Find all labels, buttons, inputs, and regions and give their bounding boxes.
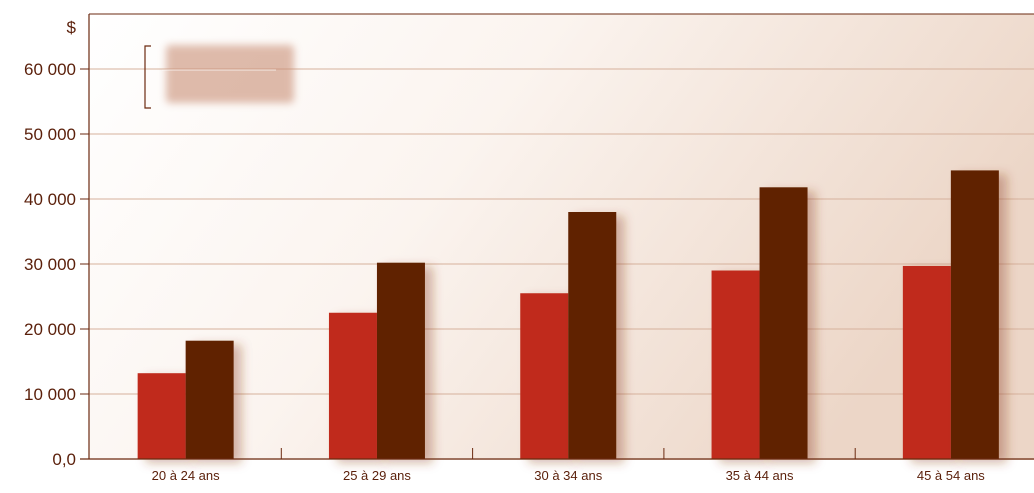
- y-tick-label: 20 000: [24, 320, 76, 339]
- x-tick-label: 20 à 24 ans: [152, 468, 220, 483]
- x-tick-label: 25 à 29 ans: [343, 468, 411, 483]
- bar-series1-1: [137, 373, 186, 459]
- bar-series1-4: [711, 270, 760, 459]
- y-tick-label: 0,0: [52, 450, 76, 469]
- bar-series2-3: [568, 212, 617, 459]
- bars: [137, 170, 999, 460]
- y-tick-label: 40 000: [24, 190, 76, 209]
- bar-series2-1: [185, 340, 234, 459]
- x-tick-label: 35 à 44 ans: [726, 468, 794, 483]
- y-tick-label: 60 000: [24, 60, 76, 79]
- bar-series2-5: [950, 170, 999, 459]
- x-tick-label: 30 à 34 ans: [534, 468, 602, 483]
- bar-series2-4: [759, 187, 808, 460]
- legend-box: [166, 45, 294, 103]
- bar-series1-2: [328, 312, 377, 459]
- legend: [144, 45, 294, 109]
- bar-series1-5: [902, 265, 951, 459]
- y-unit-label: $: [67, 18, 77, 37]
- y-tick-label: 50 000: [24, 125, 76, 144]
- bar-series2-2: [376, 262, 425, 459]
- y-axis: 0,0 10 000 20 000 30 000 40 000 50 000 60 000: [24, 13, 1034, 469]
- x-tick-label: 45 à 54 ans: [917, 468, 985, 483]
- bar-series1-3: [520, 293, 569, 459]
- x-axis: 20 à 24 ans 25 à 29 ans 30 à 34 ans 35 à 44…: [80, 448, 1034, 483]
- y-tick-label: 10 000: [24, 385, 76, 404]
- legend-bracket: [144, 45, 151, 109]
- y-tick-label: 30 000: [24, 255, 76, 274]
